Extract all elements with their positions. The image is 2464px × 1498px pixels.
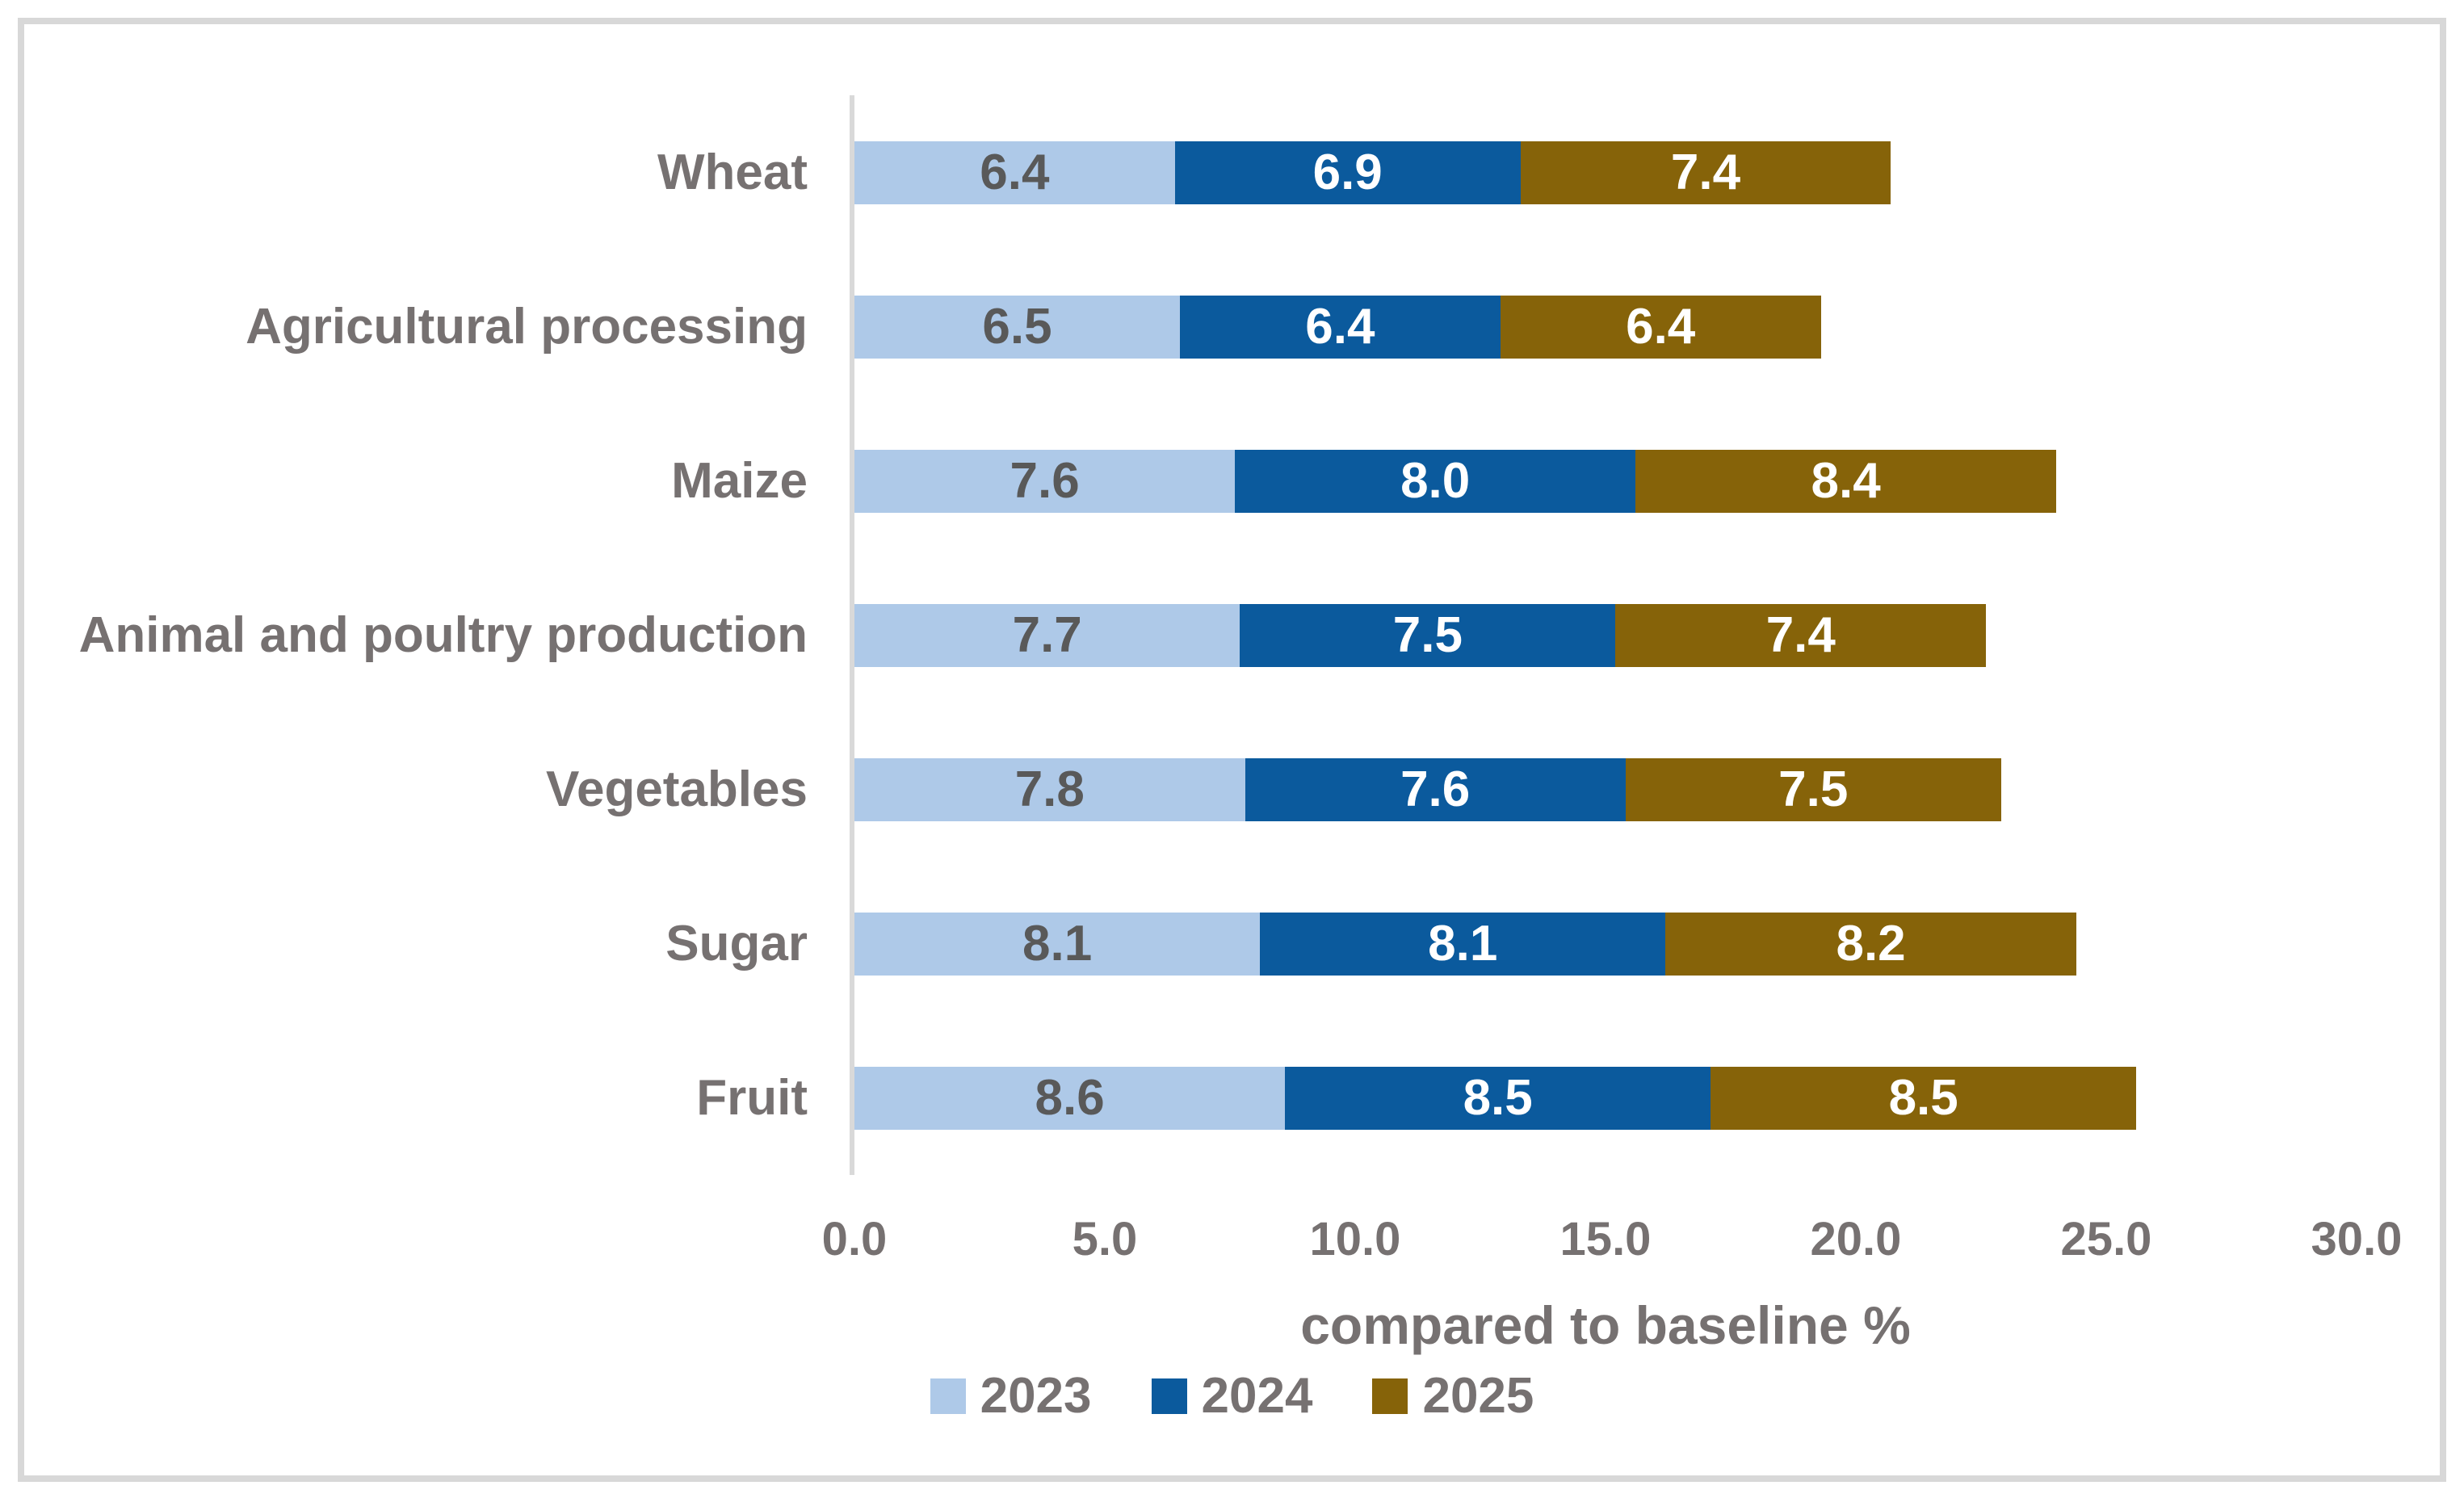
legend-label: 2023 [980,1368,1092,1424]
legend-label: 2024 [1201,1368,1313,1424]
x-axis-title: compared to baseline % [1300,1295,1911,1355]
x-tick-label: 10.0 [1309,1213,1401,1265]
data-label: 7.4 [1670,144,1741,200]
bar-segment-2023: 8.1 [854,912,1261,976]
data-label: 8.6 [1035,1069,1105,1126]
bar-segment-2024: 8.0 [1235,449,1636,513]
data-label: 7.6 [1010,452,1080,509]
bar-row: 6.5 6.4 6.4 [854,250,2357,404]
data-label: 8.5 [1888,1069,1958,1126]
bar-row: 6.4 6.9 7.4 [854,95,2357,250]
category-label: Fruit [696,1069,808,1126]
data-label: 8.0 [1400,452,1471,509]
bar-segment-2024: 8.5 [1285,1066,1711,1130]
category-label: Agricultural processing [246,298,808,355]
data-label: 7.6 [1400,761,1471,817]
legend-swatch-2023 [930,1378,966,1414]
legend-swatch-2024 [1151,1378,1187,1414]
bar-row: 7.7 7.5 7.4 [854,558,2357,712]
chart-border-frame [18,18,2446,1482]
data-label: 8.4 [1811,452,1881,509]
x-tick-label: 20.0 [1810,1213,1902,1265]
x-tick-label: 0.0 [821,1213,888,1265]
category-label: Vegetables [546,761,808,817]
bar-segment-2024: 8.1 [1260,912,1666,976]
data-label: 7.4 [1765,606,1836,663]
data-label: 7.5 [1778,761,1849,817]
bar-segment-2023: 7.7 [854,603,1240,667]
data-label: 7.8 [1014,761,1085,817]
data-label: 6.5 [982,298,1052,355]
bar-segment-2025: 7.5 [1625,757,2001,821]
bar-segment-2023: 8.6 [854,1066,1286,1130]
x-axis-ticks: 0.0 5.0 10.0 15.0 20.0 25.0 30.0 [822,1213,2403,1273]
category-label: Maize [671,452,808,509]
data-label: 8.1 [1022,915,1093,971]
legend-label: 2025 [1422,1368,1534,1424]
bar-segment-2025: 8.2 [1665,912,2076,976]
stacked-bar: 6.4 6.9 7.4 [854,141,2357,204]
data-label: 7.5 [1392,606,1463,663]
x-tick-label: 5.0 [1072,1213,1138,1265]
bar-row: 8.6 8.5 8.5 [854,1021,2357,1175]
plot-area: 6.4 6.9 7.4 6.5 6.4 6.4 7.6 8.0 8.4 7.7 7.5 7.4 7.8 7… [854,95,2357,1175]
bar-segment-2024: 6.9 [1174,141,1521,204]
y-axis-line [850,95,854,1175]
data-label: 8.5 [1463,1069,1533,1126]
bar-row: 7.6 8.0 8.4 [854,404,2357,558]
bar-segment-2023: 6.4 [854,141,1175,204]
category-labels: Wheat Agricultural processing Maize Animal … [34,95,808,1175]
bar-segment-2025: 8.4 [1635,449,2056,513]
bar-segment-2025: 7.4 [1615,603,1987,667]
data-label: 7.7 [1012,606,1082,663]
bar-row: 8.1 8.1 8.2 [854,866,2357,1021]
stacked-bar: 7.6 8.0 8.4 [854,449,2357,513]
x-tick-label: 25.0 [2060,1213,2152,1265]
category-label: Animal and poultry production [78,606,808,663]
stacked-bar: 8.1 8.1 8.2 [854,912,2357,976]
bar-segment-2025: 7.4 [1520,141,1891,204]
stacked-bar: 7.7 7.5 7.4 [854,603,2357,667]
x-tick-label: 15.0 [1559,1213,1652,1265]
legend-item-2023: 2023 [930,1371,1092,1421]
x-tick-label: 30.0 [2311,1213,2403,1265]
category-label: Sugar [665,915,808,971]
data-label: 6.4 [1626,298,1696,355]
stacked-bar: 8.6 8.5 8.5 [854,1066,2357,1130]
data-label: 6.4 [1305,298,1375,355]
data-label: 8.1 [1428,915,1498,971]
data-label: 8.2 [1836,915,1906,971]
bar-segment-2025: 6.4 [1500,295,1821,359]
legend-item-2024: 2024 [1151,1368,1313,1424]
bar-segment-2024: 7.5 [1240,603,1616,667]
bar-segment-2023: 7.6 [854,449,1236,513]
stacked-bar: 6.5 6.4 6.4 [854,295,2357,359]
data-label: 6.9 [1312,144,1383,200]
bar-segment-2023: 7.8 [854,757,1245,821]
legend-swatch-2025 [1372,1378,1408,1414]
legend: 2023 2024 2025 [18,1368,2446,1425]
data-label: 6.4 [980,144,1050,200]
legend-item-2025: 2025 [1372,1371,1534,1421]
bar-segment-2025: 8.5 [1711,1066,2137,1130]
stacked-bar: 7.8 7.6 7.5 [854,757,2357,821]
category-label: Wheat [657,144,808,200]
bar-row: 7.8 7.6 7.5 [854,712,2357,866]
bar-segment-2024: 7.6 [1245,757,1626,821]
bar-segment-2023: 6.5 [854,295,1180,359]
bar-segment-2024: 6.4 [1180,295,1501,359]
